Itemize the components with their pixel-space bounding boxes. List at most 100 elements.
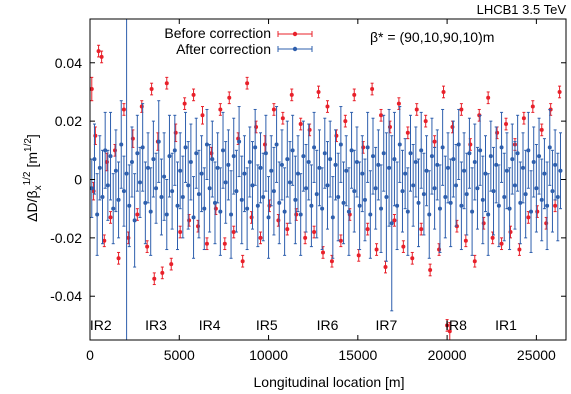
ir-label: IR1 xyxy=(495,317,517,333)
x-tick-label: 10000 xyxy=(249,347,288,363)
after-correction-point xyxy=(333,162,338,167)
before-correction-point xyxy=(307,127,312,132)
after-correction-point xyxy=(239,197,244,202)
before-correction-point xyxy=(187,218,192,223)
before-correction-point xyxy=(468,142,473,147)
before-correction-point xyxy=(539,127,544,132)
after-correction-point xyxy=(475,186,480,191)
ir-label: IR2 xyxy=(90,317,112,333)
after-correction-point xyxy=(255,203,260,208)
after-correction-point xyxy=(180,195,185,200)
y-tick-label: 0 xyxy=(74,172,82,188)
after-correction-point xyxy=(229,212,234,217)
before-correction-point xyxy=(227,95,232,100)
before-correction-point xyxy=(437,247,442,252)
y-label-sup: 1/2 xyxy=(22,171,33,185)
after-correction-point xyxy=(459,203,464,208)
after-correction-point xyxy=(317,165,322,170)
after-correction-point xyxy=(550,189,555,194)
after-correction-point xyxy=(121,189,126,194)
after-correction-point xyxy=(419,148,424,153)
after-correction-point xyxy=(277,200,282,205)
after-correction-point xyxy=(172,148,177,153)
before-correction-point xyxy=(116,256,121,261)
after-correction-point xyxy=(162,174,167,179)
before-correction-point xyxy=(526,215,531,220)
before-correction-point xyxy=(321,250,326,255)
after-correction-point xyxy=(381,151,386,156)
after-correction-point xyxy=(360,171,365,176)
before-correction-point xyxy=(432,139,437,144)
after-correction-point xyxy=(400,189,405,194)
after-correction-point xyxy=(124,171,129,176)
before-correction-point xyxy=(499,241,504,246)
before-correction-point xyxy=(450,124,455,129)
after-correction-point xyxy=(285,157,290,162)
after-correction-point xyxy=(397,142,402,147)
after-correction-point xyxy=(357,203,362,208)
after-correction-point xyxy=(314,192,319,197)
legend-point xyxy=(292,46,298,52)
after-correction-point xyxy=(116,197,121,202)
before-correction-point xyxy=(245,81,250,86)
after-correction-point xyxy=(387,165,392,170)
y-label-unit-open: [m xyxy=(24,152,40,168)
after-correction-point xyxy=(502,195,507,200)
after-correction-point xyxy=(178,168,183,173)
before-correction-point xyxy=(182,101,187,106)
legend-label-before: Before correction xyxy=(164,25,271,41)
after-correction-point xyxy=(448,200,453,205)
after-correction-point xyxy=(164,212,169,217)
after-correction-point xyxy=(279,162,284,167)
before-correction-point xyxy=(222,241,227,246)
after-correction-point xyxy=(148,209,153,214)
after-correction-point xyxy=(287,180,292,185)
after-correction-point xyxy=(512,183,517,188)
after-correction-point xyxy=(156,139,161,144)
y-tick-label: 0.04 xyxy=(55,55,82,71)
after-correction-point xyxy=(226,162,231,167)
before-correction-point xyxy=(428,267,433,272)
before-correction-point xyxy=(135,212,140,217)
after-correction-point xyxy=(352,189,357,194)
before-correction-point xyxy=(152,276,157,281)
before-correction-point xyxy=(178,230,183,235)
before-correction-point xyxy=(396,101,401,106)
before-correction-point xyxy=(285,227,290,232)
before-correction-point xyxy=(231,230,236,235)
before-correction-point xyxy=(374,247,379,252)
after-correction-point xyxy=(336,195,341,200)
after-correction-point xyxy=(113,168,118,173)
after-correction-point xyxy=(537,154,542,159)
after-correction-point xyxy=(127,203,132,208)
after-correction-point xyxy=(322,151,327,156)
after-correction-point xyxy=(547,145,552,150)
after-correction-point xyxy=(293,197,298,202)
before-correction-point xyxy=(258,235,263,240)
before-correction-point xyxy=(294,212,299,217)
before-correction-point xyxy=(544,221,549,226)
before-correction-point xyxy=(419,227,424,232)
after-correction-point xyxy=(223,180,228,185)
after-correction-point xyxy=(137,180,142,185)
y-label-unit-close: ] xyxy=(24,134,40,138)
after-correction-point xyxy=(405,209,410,214)
after-correction-point xyxy=(301,154,306,159)
before-correction-point xyxy=(298,122,303,127)
before-correction-point xyxy=(316,89,321,94)
y-label-sub: x xyxy=(33,185,44,190)
after-correction-point xyxy=(175,203,180,208)
before-correction-point xyxy=(343,119,348,124)
before-correction-point xyxy=(240,259,245,264)
before-correction-point xyxy=(96,49,101,54)
after-correction-point xyxy=(215,165,220,170)
axis-ticks: 0 5000 10000 15000 20000 25000 -0.04 -0.02 0 0.02… xyxy=(50,19,566,363)
x-tick-label: 5000 xyxy=(164,347,195,363)
after-correction-point xyxy=(296,171,301,176)
after-correction-point xyxy=(170,189,175,194)
before-correction-point xyxy=(196,224,201,229)
after-correction-point xyxy=(167,154,172,159)
after-correction-point xyxy=(312,145,317,150)
after-correction-point xyxy=(427,212,432,217)
legend-point xyxy=(292,31,298,37)
